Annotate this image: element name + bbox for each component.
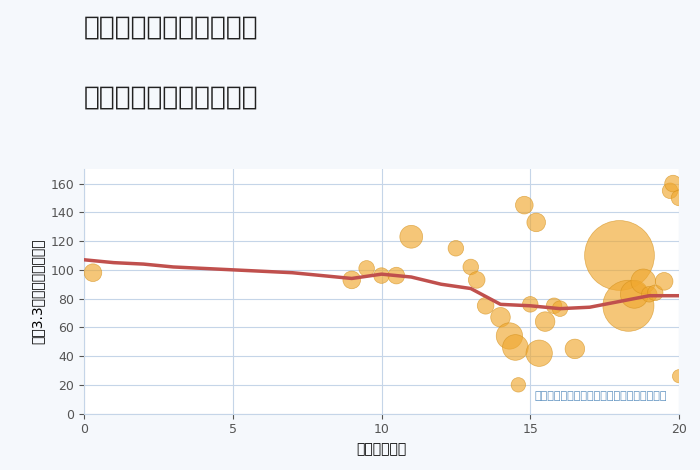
Point — [629, 290, 640, 298]
Point — [471, 276, 482, 284]
Point — [525, 301, 536, 308]
Point — [480, 302, 491, 310]
Y-axis label: 坪（3.3㎡）単価（万円）: 坪（3.3㎡）単価（万円） — [31, 239, 45, 344]
Point — [533, 350, 545, 357]
Text: 福岡県福岡市南区三宅の: 福岡県福岡市南区三宅の — [84, 14, 258, 40]
Point — [391, 272, 402, 279]
X-axis label: 駅距離（分）: 駅距離（分） — [356, 442, 407, 456]
Point — [554, 305, 566, 313]
Point — [346, 276, 357, 284]
Point — [512, 381, 524, 389]
Point — [623, 302, 634, 310]
Point — [664, 187, 676, 195]
Point — [495, 313, 506, 321]
Point — [406, 233, 417, 241]
Point — [668, 180, 679, 188]
Point — [673, 372, 685, 380]
Text: 駅距離別中古戸建て価格: 駅距離別中古戸建て価格 — [84, 85, 258, 110]
Point — [638, 278, 649, 285]
Point — [659, 278, 670, 285]
Point — [88, 269, 99, 276]
Point — [376, 272, 387, 279]
Point — [614, 252, 625, 259]
Point — [540, 318, 551, 325]
Point — [650, 289, 661, 297]
Point — [531, 219, 542, 226]
Point — [465, 263, 476, 271]
Point — [673, 194, 685, 202]
Text: 円の大きさは、取引のあった物件面積を示す: 円の大きさは、取引のあった物件面積を示す — [535, 392, 667, 401]
Point — [510, 344, 521, 351]
Point — [519, 201, 530, 209]
Point — [569, 345, 580, 352]
Point — [549, 302, 560, 310]
Point — [504, 332, 515, 340]
Point — [361, 265, 372, 272]
Point — [450, 244, 461, 252]
Point — [644, 290, 655, 298]
